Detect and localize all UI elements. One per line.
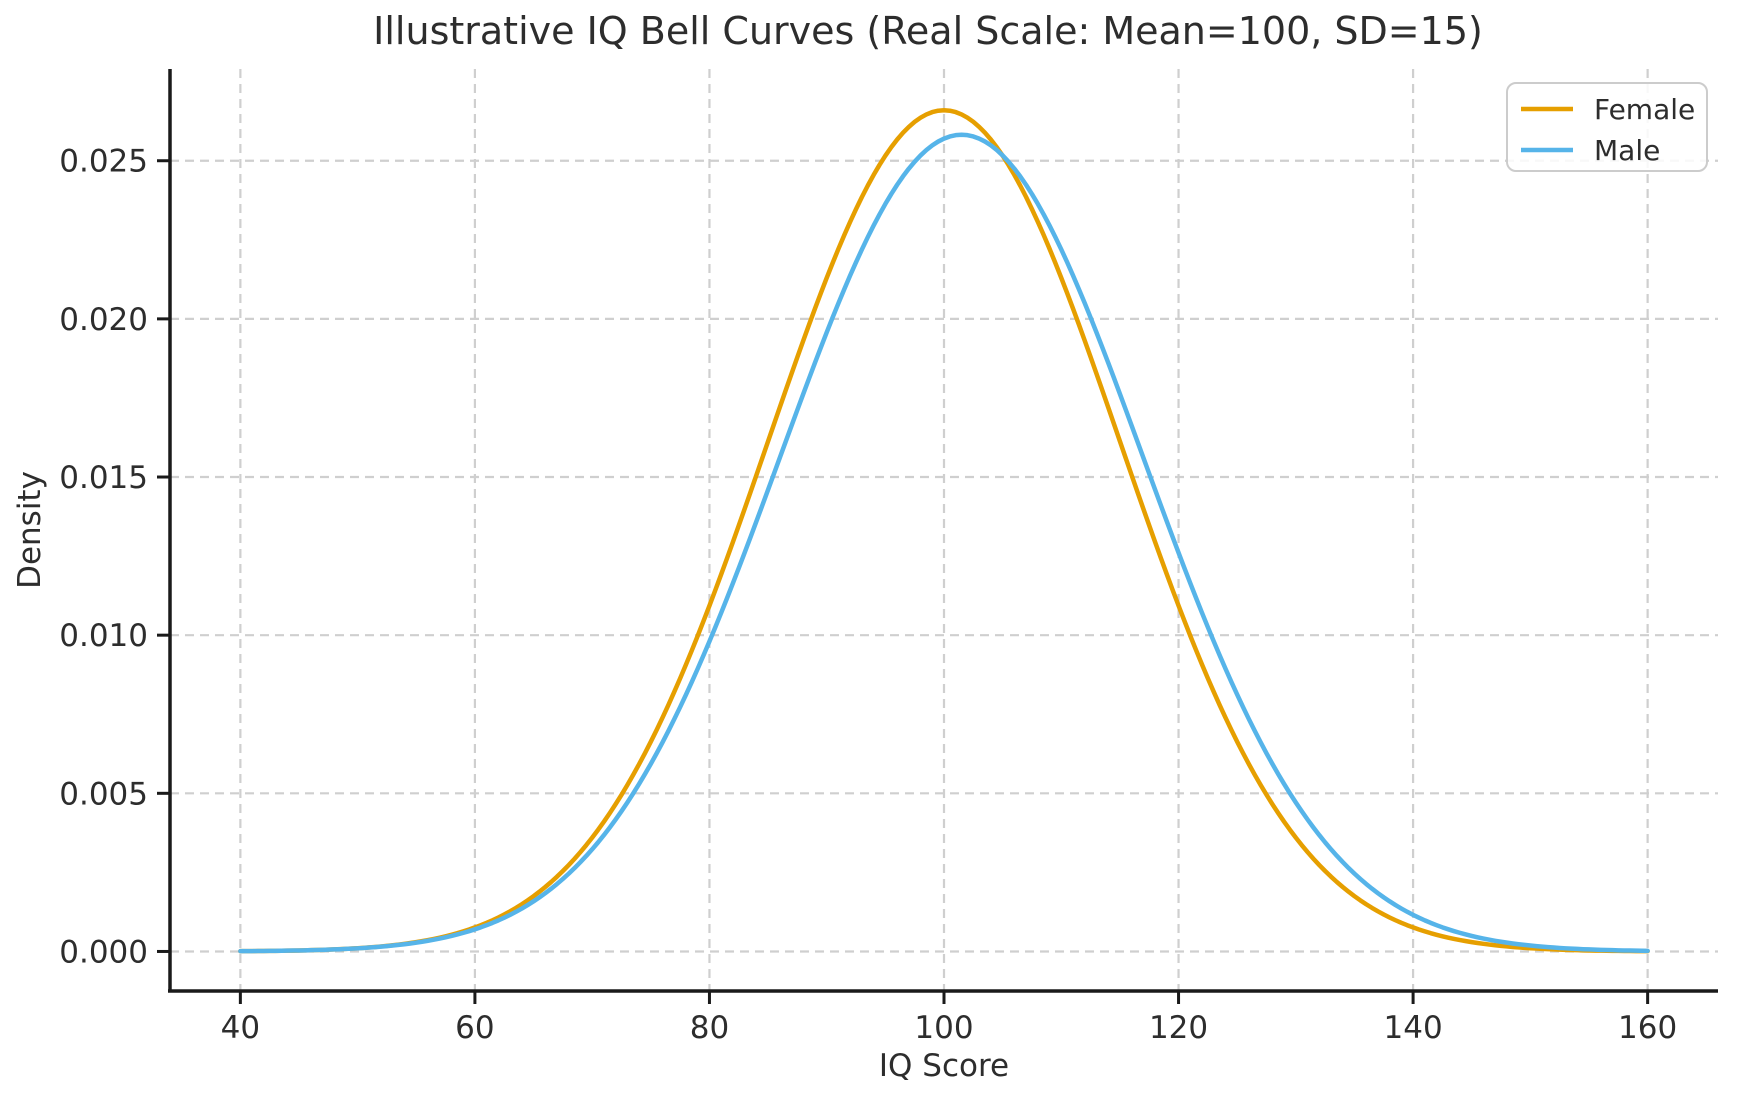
legend: Female Male [1506, 82, 1708, 172]
y-tick-label: 0.000 [59, 934, 148, 970]
male-curve [238, 132, 1650, 954]
x-tick-label: 160 [1618, 1010, 1677, 1046]
x-tick-label: 100 [914, 1010, 973, 1046]
x-tick-label: 120 [1149, 1010, 1208, 1046]
y-tick-label: 0.005 [59, 776, 148, 812]
x-axis-label: IQ Score [879, 1048, 1009, 1084]
y-axis-label: Density [12, 471, 48, 589]
grid-layer [170, 69, 1718, 991]
x-tick-label: 40 [221, 1010, 260, 1046]
y-tick-label: 0.020 [59, 302, 148, 338]
x-axis-ticks: 40 60 80 100 120 140 160 [221, 991, 1677, 1046]
y-axis-ticks: 0.000 0.005 0.010 0.015 0.020 0.025 [59, 144, 170, 970]
x-tick-label: 80 [690, 1010, 729, 1046]
chart-title: Illustrative IQ Bell Curves (Real Scale:… [373, 9, 1483, 53]
female-legend-label: Female [1594, 93, 1695, 126]
y-tick-label: 0.015 [59, 460, 148, 496]
x-tick-label: 140 [1384, 1010, 1443, 1046]
male-legend-label: Male [1594, 134, 1660, 167]
y-tick-label: 0.025 [59, 144, 148, 180]
curves-layer [238, 107, 1650, 954]
y-tick-label: 0.010 [59, 618, 148, 654]
x-tick-label: 60 [455, 1010, 494, 1046]
